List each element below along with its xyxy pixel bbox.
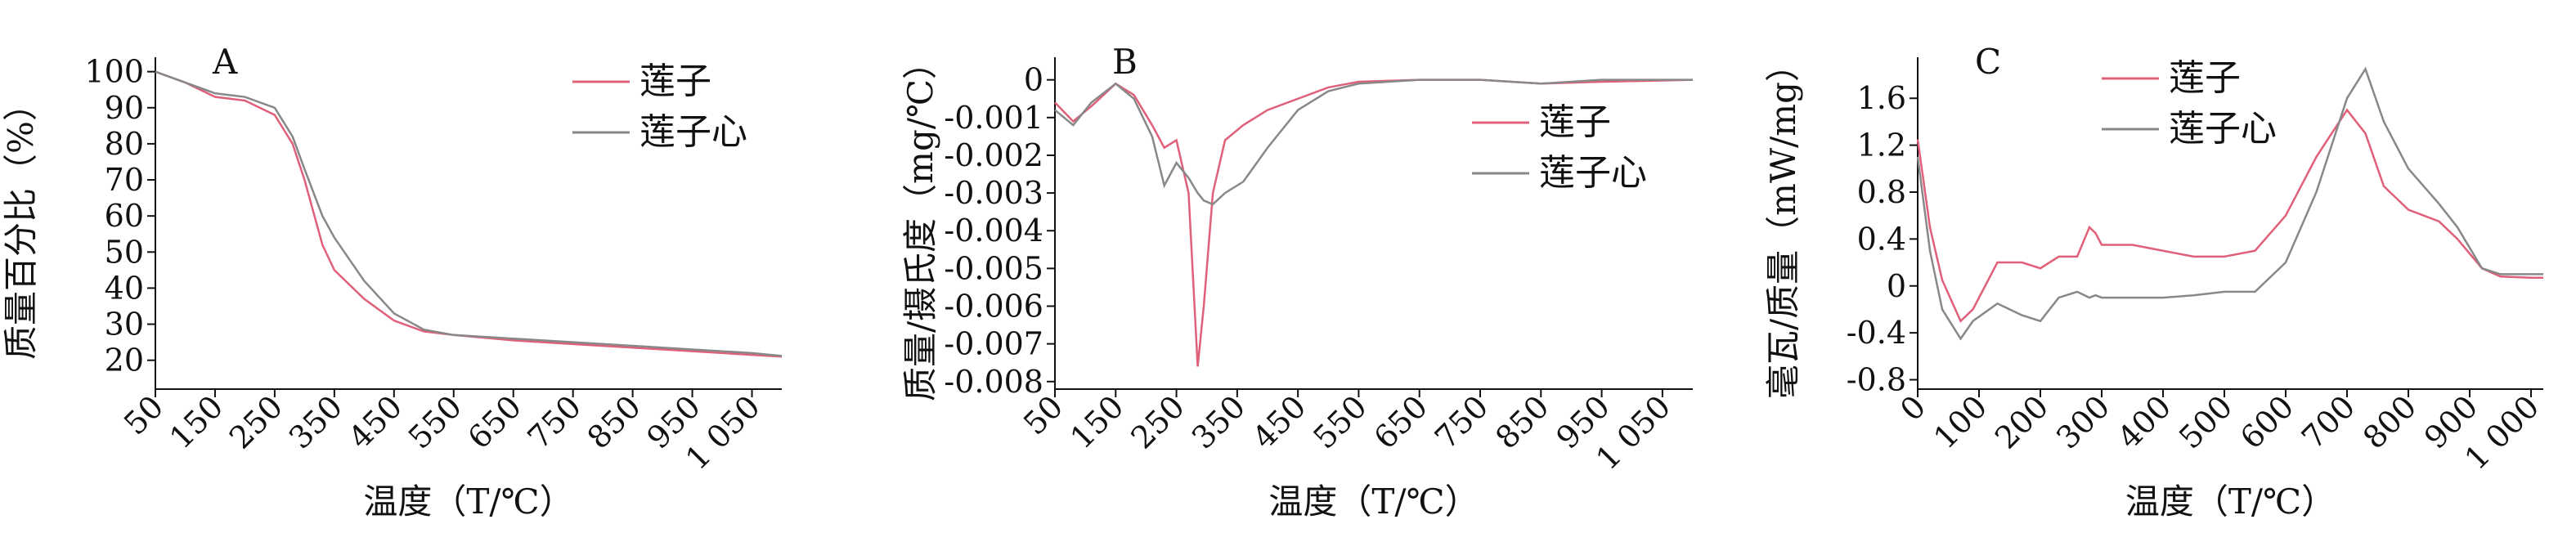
x-tick-label: 850 [581,388,648,455]
x-tick-label: 750 [521,388,588,455]
x-tick-label: 450 [1245,388,1313,455]
panel-label: A [212,42,238,82]
y-tick-label: 0.8 [1857,174,1906,210]
legend-label: 莲子 [640,60,711,102]
x-tick-label: 150 [1063,388,1130,455]
x-axis-label: 温度（T/℃） [1268,481,1479,522]
y-tick-label: 100 [84,54,144,90]
y-tick-label: 50 [105,234,144,270]
y-tick-label: -0.002 [944,137,1043,173]
x-axis-label: 温度（T/℃） [2125,481,2336,522]
x-tick-label: 650 [1367,388,1434,455]
x-tick-label: 850 [1488,388,1555,455]
y-tick-label: 1.2 [1857,128,1906,163]
y-tick-label: -0.005 [944,250,1043,286]
y-axis-label: 质量/摄氏度（mg/℃） [900,45,940,401]
x-tick-label: 650 [461,388,528,455]
data-line [1054,78,1693,206]
x-axis-label: 温度（T/℃） [363,481,573,522]
y-tick-label: -0.008 [944,364,1043,400]
x-tick-label: 750 [1428,388,1495,455]
data-line [1916,108,2543,323]
y-tick-label: -0.001 [944,100,1043,136]
legend-label: 莲子心 [640,111,747,153]
x-tick-label: 350 [282,388,349,455]
x-tick-label: 500 [2172,388,2239,455]
x-tick-label: 800 [2356,388,2423,455]
y-tick-label: -0.006 [944,289,1043,325]
y-tick-label: -0.8 [1847,362,1906,398]
y-tick-label: -0.4 [1847,315,1906,351]
y-tick-label: -0.003 [944,175,1043,211]
legend-label: 莲子心 [1539,152,1647,194]
y-tick-label: 0 [1887,268,1906,304]
y-tick-label: 30 [105,307,144,343]
x-tick-label: 200 [1988,388,2055,455]
x-tick-label: 700 [2295,388,2362,455]
legend-label: 莲子 [1539,101,1611,143]
x-tick-label: 550 [402,388,469,455]
x-tick-label: 100 [1927,388,1994,455]
x-tick-label: 250 [1124,388,1192,455]
y-tick-label: -0.007 [944,326,1043,362]
y-axis-label: 质量百分比（%） [1,87,41,360]
y-tick-label: 60 [105,198,144,234]
x-tick-label: 50 [117,388,170,441]
x-tick-label: 300 [2049,388,2116,455]
y-tick-label: -0.004 [944,213,1043,249]
x-tick-label: 250 [222,388,289,455]
panel-label: B [1112,42,1138,82]
y-tick-label: 0 [1024,62,1043,98]
x-tick-label: 450 [342,388,409,455]
legend-label: 莲子心 [2169,108,2277,150]
y-tick-label: 0.4 [1857,221,1906,257]
x-tick-label: 600 [2233,388,2300,455]
x-tick-label: 550 [1306,388,1373,455]
y-tick-label: 70 [105,162,144,198]
x-tick-label: 350 [1185,388,1252,455]
legend-label: 莲子 [2169,57,2241,99]
data-line [155,70,783,358]
y-tick-label: 40 [105,270,144,306]
x-tick-label: 400 [2111,388,2178,455]
y-tick-label: 1.6 [1857,80,1906,116]
y-tick-label: 80 [105,126,144,162]
data-line [155,70,783,357]
y-tick-label: 20 [105,343,144,378]
y-tick-label: 90 [105,90,144,126]
x-tick-label: 150 [163,388,230,455]
data-line [1916,66,2543,341]
y-axis-label: 毫瓦/质量（mW/mg） [1763,47,1803,399]
panel-label: C [1975,42,2001,82]
